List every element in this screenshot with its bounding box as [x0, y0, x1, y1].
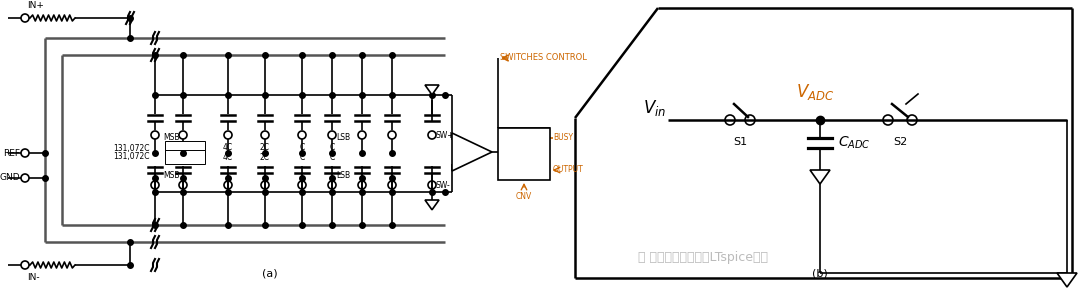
Polygon shape — [426, 85, 438, 95]
Text: 65,536C: 65,536C — [167, 144, 199, 153]
Text: (a): (a) — [262, 268, 278, 278]
Bar — [498, 128, 550, 180]
Text: 4C: 4C — [222, 153, 233, 162]
Text: S1: S1 — [733, 137, 747, 147]
Text: 2C: 2C — [260, 153, 270, 162]
Text: SW+: SW+ — [436, 130, 455, 139]
Polygon shape — [426, 200, 438, 210]
Text: COMP: COMP — [455, 148, 477, 157]
Text: 🐶 放大器参数解析与LTspice仿真: 🐶 放大器参数解析与LTspice仿真 — [638, 251, 768, 264]
Text: 65,536C: 65,536C — [167, 153, 199, 162]
Text: 2C: 2C — [260, 144, 270, 153]
Text: OUTPUT: OUTPUT — [553, 166, 584, 175]
Text: SW-: SW- — [436, 180, 450, 189]
Text: 4C: 4C — [222, 144, 233, 153]
Text: CONTROL: CONTROL — [505, 144, 542, 153]
Polygon shape — [1057, 273, 1077, 287]
Text: C: C — [299, 153, 305, 162]
Text: BUSY: BUSY — [553, 133, 573, 142]
Text: C: C — [299, 144, 305, 153]
Text: $C_{ADC}$: $C_{ADC}$ — [838, 135, 870, 151]
Text: LSB: LSB — [336, 133, 350, 142]
Bar — [165, 141, 205, 155]
Text: SWITCHES CONTROL: SWITCHES CONTROL — [500, 53, 586, 63]
Text: MSB: MSB — [163, 133, 179, 142]
Text: 131,072C: 131,072C — [113, 153, 150, 162]
Text: 131,072C: 131,072C — [113, 144, 150, 153]
Text: CNV: CNV — [516, 192, 532, 201]
Polygon shape — [453, 133, 492, 171]
Bar — [165, 150, 205, 164]
Text: (b): (b) — [812, 268, 828, 278]
Text: REF: REF — [3, 148, 21, 157]
Text: MSB: MSB — [163, 171, 179, 180]
Polygon shape — [810, 170, 831, 184]
Text: C: C — [329, 144, 335, 153]
Text: $V_{in}$: $V_{in}$ — [644, 98, 666, 118]
Text: IN-: IN- — [27, 273, 40, 282]
Text: +: + — [454, 135, 462, 145]
Text: LSB: LSB — [336, 171, 350, 180]
Text: IN+: IN+ — [27, 1, 44, 10]
Text: GND: GND — [0, 173, 21, 182]
Text: $V_{ADC}$: $V_{ADC}$ — [796, 82, 834, 102]
Text: −: − — [454, 160, 462, 170]
Text: LOGIC: LOGIC — [512, 157, 536, 166]
Text: S2: S2 — [893, 137, 907, 147]
Text: C: C — [329, 153, 335, 162]
